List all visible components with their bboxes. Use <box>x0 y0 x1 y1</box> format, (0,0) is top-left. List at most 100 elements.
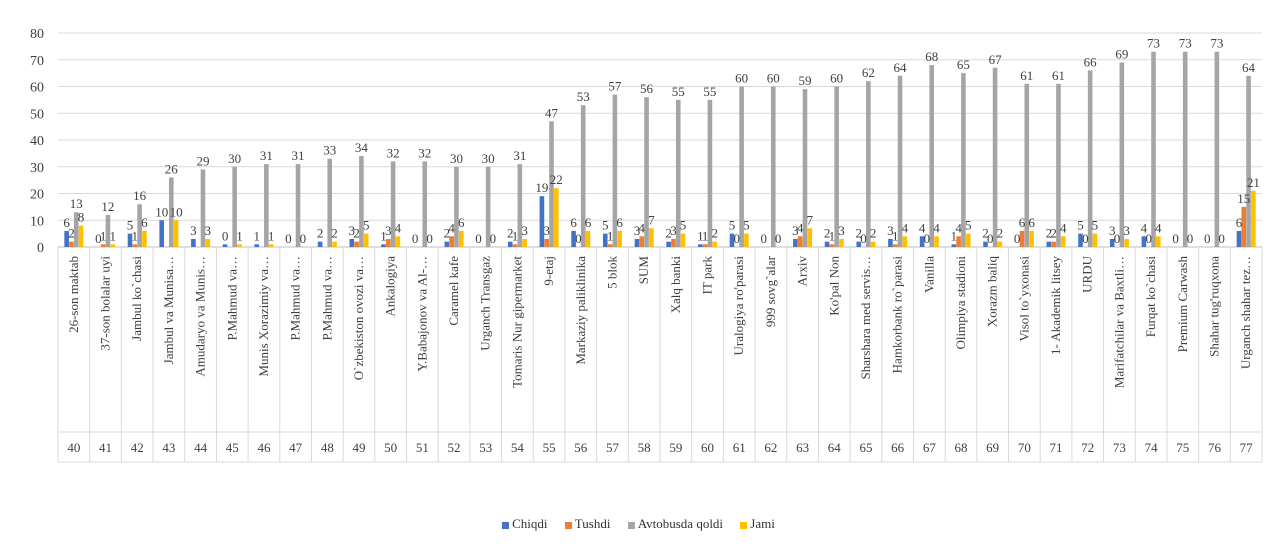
data-label: 1 <box>512 228 519 243</box>
category-label: Munis Xorazimiy va… <box>256 256 271 377</box>
data-label: 5 <box>729 218 736 233</box>
category-label: Uralogiya ro'parasi <box>731 256 746 356</box>
legend: Chiqdi Tushdi Avtobusda qoldi Jami <box>0 516 1277 532</box>
bar-jami <box>712 241 718 247</box>
category-id: 50 <box>384 440 397 455</box>
category-label: IT park <box>700 256 715 295</box>
category-id: 60 <box>701 440 714 455</box>
data-label: 64 <box>1242 60 1256 75</box>
bar-jami <box>1092 233 1098 247</box>
bars <box>64 51 1256 248</box>
bar-tushdi <box>354 241 359 247</box>
category-id: 69 <box>986 440 999 455</box>
bar-tushdi <box>892 244 898 247</box>
data-label: 61 <box>1020 68 1033 83</box>
category-id: 57 <box>606 440 620 455</box>
category-id: 63 <box>796 440 809 455</box>
data-label: 1 <box>253 228 260 243</box>
bar-tushdi <box>607 244 613 247</box>
category-label: Jambul ko`chasi <box>129 256 144 341</box>
bar-jami <box>839 238 844 247</box>
bar-chiqdi <box>793 238 798 247</box>
data-label: 4 <box>797 220 804 235</box>
data-label: 4 <box>933 220 940 235</box>
data-label: 5 <box>127 218 134 233</box>
data-label: 2 <box>317 226 324 241</box>
category-label: P.Mahmud va… <box>288 256 303 341</box>
y-tick-label: 50 <box>30 107 44 122</box>
bar-jami <box>934 236 939 247</box>
bar-tushdi <box>544 238 550 247</box>
y-tick-label: 80 <box>30 27 44 42</box>
bar-chiqdi <box>444 241 450 247</box>
data-label: 0 <box>924 231 931 246</box>
data-label: 0 <box>490 231 497 246</box>
data-label: 2 <box>997 226 1004 241</box>
category-id: 72 <box>1081 440 1094 455</box>
data-label: 0 <box>760 231 767 246</box>
category-label: Y.Babajonov va Al-… <box>414 256 429 372</box>
data-label: 0 <box>1172 231 1179 246</box>
bar-avtobusda-qoldi <box>327 158 333 247</box>
bar-avtobusda-qoldi <box>264 164 269 247</box>
bar-tushdi <box>797 236 803 247</box>
data-label: 6 <box>1236 215 1243 230</box>
category-label: P.Mahmud va… <box>319 256 334 341</box>
bar-jami <box>649 228 654 247</box>
category-label: Xorazm baliq <box>985 256 1000 328</box>
data-label: 32 <box>418 145 431 160</box>
bar-jami <box>78 225 84 247</box>
bar-chiqdi <box>64 230 69 247</box>
bar-jami <box>585 230 591 247</box>
category-label: Jambul va Munisa… <box>161 256 176 364</box>
bar-avtobusda-qoldi <box>580 105 586 247</box>
bar-jami <box>1156 236 1161 247</box>
data-label: 2 <box>824 226 831 241</box>
bar-chiqdi <box>983 241 988 247</box>
category-id: 52 <box>448 440 461 455</box>
data-label: 0 <box>475 231 482 246</box>
category-label: Ko'pal Non <box>826 256 841 316</box>
data-label: 13 <box>70 196 83 211</box>
category-label: Urganch shahar tez… <box>1238 256 1253 369</box>
data-label: 3 <box>1123 223 1130 238</box>
bar-jami <box>205 238 211 247</box>
data-label: 19 <box>535 180 548 195</box>
data-label: 0 <box>860 231 867 246</box>
category-id: 68 <box>955 440 968 455</box>
category-label: 5 blok <box>604 256 619 289</box>
data-label: 1 <box>607 228 614 243</box>
bar-chiqdi <box>888 238 893 247</box>
bar-chiqdi <box>824 241 830 247</box>
category-label: Xalq banki <box>668 256 683 314</box>
data-label: 7 <box>648 212 655 227</box>
category-label: Premium Carwash <box>1175 256 1190 353</box>
category-id: 77 <box>1240 440 1254 455</box>
bar-avtobusda-qoldi <box>1151 51 1156 247</box>
bar-chiqdi <box>254 244 260 247</box>
bar-avtobusda-qoldi <box>359 156 364 247</box>
category-id: 45 <box>226 440 239 455</box>
data-label: 64 <box>894 60 908 75</box>
data-label: 31 <box>292 148 305 163</box>
data-label: 0 <box>1082 231 1089 246</box>
category-id: 62 <box>764 440 777 455</box>
bar-avtobusda-qoldi <box>707 99 713 247</box>
data-label: 4 <box>1141 220 1148 235</box>
category-id: 42 <box>131 440 144 455</box>
data-label: 30 <box>482 151 495 166</box>
data-label: 65 <box>957 57 970 72</box>
data-label: 5 <box>680 218 687 233</box>
legend-item-jami: Jami <box>740 516 775 532</box>
data-label: 0 <box>1204 231 1211 246</box>
bar-chiqdi <box>1141 236 1147 247</box>
bar-chiqdi <box>1046 241 1052 247</box>
bar-jami <box>110 244 116 247</box>
category-id: 48 <box>321 440 334 455</box>
data-label: 0 <box>1014 231 1021 246</box>
data-label: 6 <box>616 215 623 230</box>
data-label: 0 <box>285 231 292 246</box>
bar-avtobusda-qoldi <box>295 164 301 247</box>
bar-avtobusda-qoldi <box>929 65 935 247</box>
data-label: 4 <box>639 220 646 235</box>
